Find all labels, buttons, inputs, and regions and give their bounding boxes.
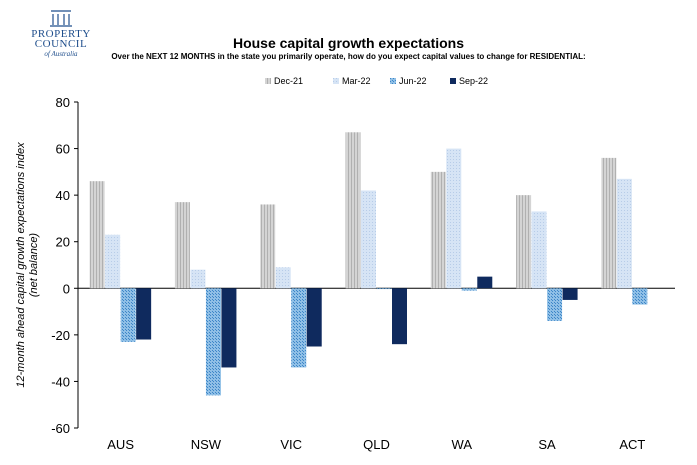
x-tick-label: NSW [191,437,222,452]
x-tick-label: WA [452,437,473,452]
bar-jun-22-qld [376,288,392,290]
bar-mar-22-vic [275,267,291,289]
pillar-icon [50,10,72,27]
legend-label-sep-22: Sep-22 [459,76,488,86]
bar-jun-22-vic [291,288,307,368]
x-tick-label: ACT [619,437,645,452]
x-tick-label: VIC [280,437,302,452]
legend-swatch-dec-21 [265,78,271,84]
logo-text-council: COUNCIL [34,38,88,50]
bar-sep-22-nsw [221,288,237,368]
x-tick-label: SA [538,437,556,452]
bar-dec-21-nsw [174,202,190,289]
bar-jun-22-act [632,288,648,305]
axes: -60 -40 -20 0 20 40 60 80 12-month ahead capital… [15,95,675,452]
chart-subtitle: Over the NEXT 12 MONTHS in the state you… [111,52,586,61]
bar-sep-22-qld [392,288,407,345]
bar-mar-22-nsw [190,269,206,289]
bar-jun-22-sa [547,288,563,321]
y-axis-title: 12-month ahead capital growth expectatio… [15,142,40,388]
y-tick-label: -60 [51,421,70,436]
legend: Dec-21 Mar-22 Jun-22 Sep-22 [265,76,488,86]
logo-text-property: PROPERTY [31,28,91,40]
property-council-logo: PROPERTY COUNCIL of Australia [18,8,104,64]
bar-dec-21-aus [89,181,105,289]
legend-label-jun-22: Jun-22 [399,76,427,86]
y-tick-label: 60 [56,142,70,157]
y-tick-label: 40 [56,188,70,203]
y-tick-label: -20 [51,328,70,343]
bars [89,132,648,396]
bar-dec-21-sa [516,195,532,289]
legend-swatch-jun-22 [390,78,396,84]
bar-mar-22-sa [531,211,547,289]
bar-jun-22-aus [120,288,136,342]
bar-mar-22-qld [361,190,376,289]
y-tick-label: 20 [56,235,70,250]
bar-dec-21-wa [430,171,446,289]
bar-sep-22-wa [477,276,493,289]
logo-text-of-australia: of Australia [44,50,78,58]
bar-mar-22-wa [446,148,462,289]
bar-sep-22-vic [306,288,322,347]
legend-swatch-sep-22 [450,78,456,84]
bar-dec-21-vic [260,204,276,289]
y-axis-title-line: (net balance) [28,233,40,298]
legend-swatch-mar-22 [333,78,339,84]
legend-label-dec-21: Dec-21 [274,76,303,86]
chart-title: House capital growth expectations [232,35,465,51]
bar-dec-21-qld [345,132,361,289]
x-tick-label: QLD [363,437,390,452]
bar-mar-22-aus [105,234,121,289]
bar-sep-22-sa [562,288,578,300]
y-tick-label: -40 [51,374,70,389]
legend-label-mar-22: Mar-22 [342,76,371,86]
y-axis-title-line: 12-month ahead capital growth expectatio… [15,142,27,388]
bar-sep-22-aus [136,288,152,340]
x-tick-label: AUS [107,437,134,452]
y-tick-label: 80 [56,95,70,110]
y-tick-label: 0 [63,281,70,296]
bar-jun-22-nsw [205,288,221,396]
bar-dec-21-act [601,157,617,289]
bar-jun-22-wa [461,288,477,291]
bar-mar-22-act [616,178,632,289]
